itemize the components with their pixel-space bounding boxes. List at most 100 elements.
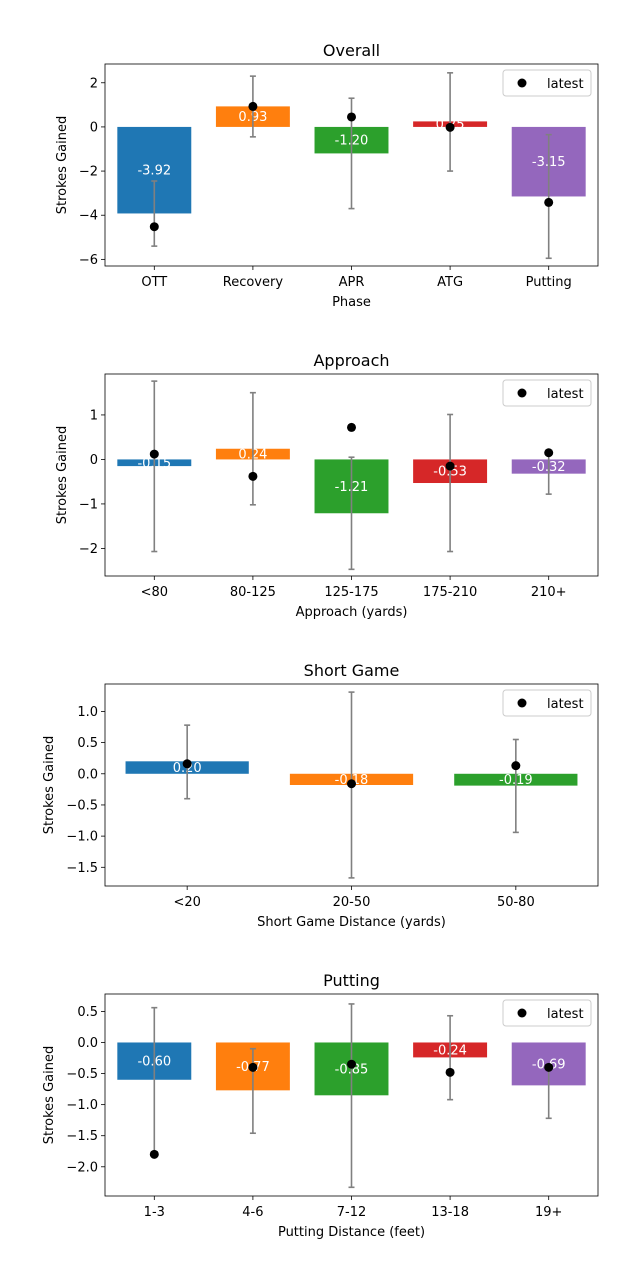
- error-bar: [545, 133, 552, 260]
- y-tick-label: 0.5: [77, 1005, 98, 1020]
- latest-point: [149, 1149, 159, 1159]
- x-tick-label: 210+: [531, 585, 567, 600]
- error-bar: [447, 413, 454, 553]
- latest-point: [347, 112, 356, 122]
- latest-point: [248, 1062, 258, 1072]
- latest-point: [511, 761, 521, 771]
- y-tick-label: −1.0: [66, 830, 98, 845]
- error-bar: [348, 456, 355, 571]
- x-tick-label: <80: [141, 585, 168, 600]
- latest-point: [445, 1067, 455, 1077]
- legend-box: [502, 69, 592, 97]
- y-tick-label: −1.0: [66, 1098, 98, 1113]
- y-tick-label: 0: [90, 120, 98, 135]
- x-tick-label: 19+: [535, 1205, 562, 1220]
- legend-marker: [517, 698, 527, 708]
- latest-point: [347, 779, 356, 789]
- chart-panel-4: Putting −2.0 −1.5 −1.0 −0.5 0.0 0.5 Strokes Gai…: [42, 971, 599, 1240]
- error-bar: [249, 391, 256, 506]
- y-tick-label: −4: [79, 209, 98, 224]
- legend: latest: [502, 689, 592, 717]
- y-tick-label: 0.5: [77, 736, 98, 751]
- x-tick-label: Putting: [526, 275, 572, 290]
- legend: latest: [502, 69, 592, 97]
- error-bar: [249, 1047, 256, 1135]
- latest-point: [445, 122, 455, 132]
- legend: latest: [502, 999, 592, 1027]
- latest-point: [182, 759, 192, 769]
- chart-title: Overall: [323, 41, 380, 60]
- y-tick-label: −1.5: [66, 1129, 98, 1144]
- y-tick-label: −1.5: [66, 861, 98, 876]
- x-tick-label: <20: [173, 895, 200, 910]
- error-bar: [151, 180, 158, 247]
- x-tick-label: OTT: [141, 275, 167, 290]
- error-bar: [348, 1003, 355, 1189]
- bar-value-label: -3.92: [137, 164, 171, 179]
- legend-label: latest: [547, 697, 584, 712]
- x-tick-label: APR: [339, 275, 365, 290]
- latest-point: [544, 197, 554, 207]
- legend-marker: [517, 388, 527, 398]
- error-bar: [151, 1006, 158, 1154]
- y-axis-label: Strokes Gained: [42, 736, 57, 834]
- x-axis-label: Approach (yards): [296, 605, 408, 620]
- y-axis-label: Strokes Gained: [55, 426, 70, 524]
- latest-point: [544, 448, 554, 458]
- y-tick-label: −6: [79, 253, 98, 268]
- x-tick-label: Recovery: [223, 275, 284, 290]
- x-tick-label: 50-80: [497, 895, 535, 910]
- chart-title: Short Game: [304, 661, 400, 680]
- x-tick-label: 20-50: [333, 895, 371, 910]
- legend: latest: [502, 379, 592, 407]
- legend-label: latest: [547, 77, 584, 92]
- legend-marker: [517, 78, 527, 88]
- y-tick-label: −0.5: [66, 1067, 98, 1082]
- y-axis-label: Strokes Gained: [42, 1046, 57, 1144]
- y-tick-label: −2.0: [66, 1160, 98, 1175]
- y-tick-label: −1: [79, 497, 98, 512]
- error-bar: [512, 738, 519, 834]
- error-bar: [447, 1014, 454, 1101]
- y-tick-label: 0: [90, 453, 98, 468]
- y-tick-label: 0.0: [77, 767, 98, 782]
- x-axis-label: Putting Distance (feet): [278, 1225, 425, 1240]
- latest-point: [248, 471, 258, 481]
- y-tick-label: 1.0: [77, 705, 98, 720]
- y-tick-label: 2: [90, 76, 98, 91]
- legend-box: [502, 379, 592, 407]
- legend-label: latest: [547, 1007, 584, 1022]
- x-axis-label: Short Game Distance (yards): [257, 915, 446, 930]
- y-tick-label: 0.0: [77, 1036, 98, 1051]
- chart-panel-3: Short Game −1.5 −1.0 −0.5 0.0 0.5 1.0 Strokes G…: [42, 661, 599, 930]
- chart-title: Putting: [323, 971, 380, 990]
- error-bar: [151, 380, 158, 553]
- latest-point: [149, 449, 159, 459]
- x-tick-label: 175-210: [423, 585, 477, 600]
- x-axis-label: Phase: [332, 295, 371, 310]
- x-tick-label: 13-18: [431, 1205, 469, 1220]
- legend-box: [502, 689, 592, 717]
- x-tick-label: 4-6: [242, 1205, 263, 1220]
- x-tick-label: 125-175: [324, 585, 378, 600]
- y-tick-label: −2: [79, 542, 98, 557]
- legend-box: [502, 999, 592, 1027]
- latest-point: [347, 422, 356, 432]
- latest-point: [544, 1062, 554, 1072]
- x-tick-label: 80-125: [230, 585, 276, 600]
- x-tick-label: ATG: [437, 275, 463, 290]
- latest-point: [347, 1059, 356, 1069]
- y-tick-label: 1: [90, 408, 98, 423]
- latest-point: [149, 222, 159, 232]
- legend-marker: [517, 1008, 527, 1018]
- y-axis-label: Strokes Gained: [55, 116, 70, 214]
- y-tick-label: −0.5: [66, 798, 98, 813]
- error-bar: [447, 72, 454, 172]
- x-tick-label: 7-12: [337, 1205, 367, 1220]
- x-tick-label: 1-3: [144, 1205, 165, 1220]
- chart-title: Approach: [313, 351, 389, 370]
- latest-point: [445, 461, 455, 471]
